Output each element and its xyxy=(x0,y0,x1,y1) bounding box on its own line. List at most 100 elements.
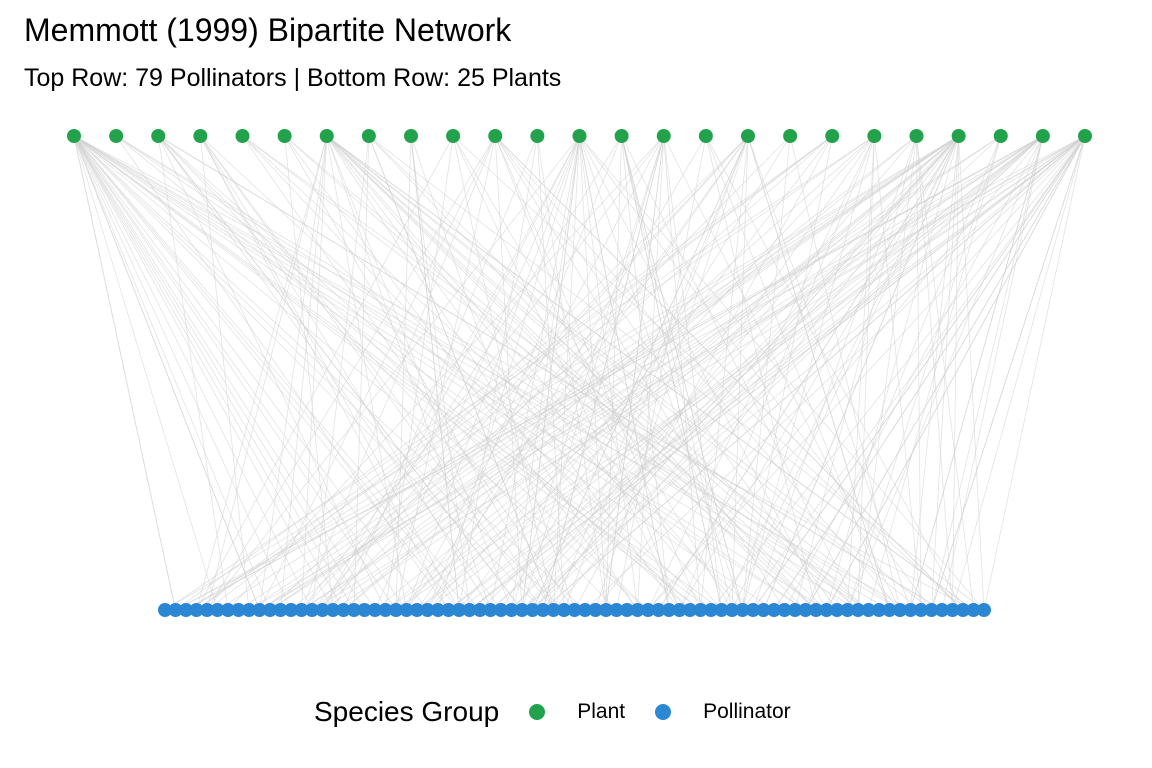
pollinator-node xyxy=(903,603,918,617)
edge xyxy=(368,135,817,611)
edge xyxy=(269,135,749,611)
pollinator-node xyxy=(168,603,183,617)
edge xyxy=(826,135,960,611)
pollinator-node xyxy=(399,603,414,617)
pollinator-node xyxy=(200,603,214,617)
pollinator-node xyxy=(578,603,592,617)
edge xyxy=(248,135,959,611)
pollinator-node xyxy=(389,603,403,617)
pollinator-node xyxy=(630,603,645,617)
pollinator-node xyxy=(693,603,708,617)
edge xyxy=(115,135,869,611)
plant-node xyxy=(446,129,461,143)
legend-title: Species Group xyxy=(314,696,500,727)
edge xyxy=(73,135,407,611)
edge xyxy=(115,135,701,611)
edge xyxy=(73,135,722,611)
plant-node xyxy=(151,129,166,143)
pollinator-node xyxy=(956,603,970,617)
edge xyxy=(952,135,1086,611)
edge xyxy=(200,135,712,611)
pollinator-node xyxy=(536,603,550,617)
edge xyxy=(494,135,785,611)
edge xyxy=(206,135,580,611)
plant-node xyxy=(109,129,124,143)
pollinator-node xyxy=(714,603,729,617)
edge xyxy=(322,135,622,611)
edge xyxy=(73,135,712,611)
pollinator-node xyxy=(945,603,960,617)
edge xyxy=(157,135,691,611)
edge xyxy=(242,135,901,611)
pollinator-node xyxy=(441,603,456,617)
pollinator-node xyxy=(662,603,676,617)
pollinator-node xyxy=(914,603,928,617)
edge xyxy=(663,135,701,611)
plant-node xyxy=(867,129,882,143)
edge xyxy=(521,135,1086,611)
edge xyxy=(705,135,817,611)
pollinator-node xyxy=(525,603,540,617)
edge xyxy=(511,135,580,611)
pollinator-node xyxy=(735,603,750,617)
edge xyxy=(301,135,665,611)
edge xyxy=(311,135,749,611)
pollinator-node xyxy=(473,603,487,617)
pollinator-node xyxy=(347,603,361,617)
pollinator-node xyxy=(798,603,813,617)
plant-node xyxy=(572,129,587,143)
edge xyxy=(679,135,959,611)
plant-node xyxy=(67,129,81,143)
pollinator-dot-icon xyxy=(655,704,672,720)
edge xyxy=(73,135,365,611)
edge xyxy=(242,135,869,611)
edge xyxy=(983,135,1086,611)
edge xyxy=(542,135,665,611)
edge xyxy=(521,135,959,611)
pollinator-node xyxy=(672,603,687,617)
pollinator-node xyxy=(819,603,834,617)
edge xyxy=(73,135,806,611)
edge xyxy=(374,135,959,611)
edge xyxy=(805,135,1002,611)
edge xyxy=(958,135,985,611)
pollinator-node xyxy=(515,603,529,617)
edge xyxy=(73,135,544,611)
edge xyxy=(196,135,833,611)
pollinator-node xyxy=(431,603,445,617)
edge xyxy=(427,135,622,611)
edge xyxy=(542,135,875,611)
plant-node xyxy=(993,129,1008,143)
edge xyxy=(621,135,859,611)
pollinator-node xyxy=(326,603,340,617)
edge xyxy=(164,135,959,611)
edge xyxy=(284,135,848,611)
plant-node xyxy=(614,129,629,143)
plant-node xyxy=(361,129,376,143)
pollinator-node xyxy=(305,603,319,617)
edge xyxy=(406,135,749,611)
edge xyxy=(784,135,1044,611)
edge xyxy=(579,135,670,611)
edge xyxy=(458,135,833,611)
plant-node xyxy=(698,129,713,143)
edge xyxy=(259,135,959,611)
pollinator-node xyxy=(357,603,372,617)
edge xyxy=(157,135,502,611)
edge xyxy=(175,135,1086,611)
edge xyxy=(199,135,250,611)
edge xyxy=(200,135,544,611)
plant-node xyxy=(783,129,798,143)
edge xyxy=(931,135,1044,611)
pollinator-node xyxy=(420,603,435,617)
edge xyxy=(311,135,917,611)
pollinator-node xyxy=(252,603,267,617)
plant-dot-icon xyxy=(529,704,546,720)
edge xyxy=(196,135,328,611)
pollinator-node xyxy=(704,603,718,617)
edge xyxy=(326,135,869,611)
edge xyxy=(73,135,355,611)
edge xyxy=(663,135,722,611)
pollinator-node xyxy=(609,603,624,617)
